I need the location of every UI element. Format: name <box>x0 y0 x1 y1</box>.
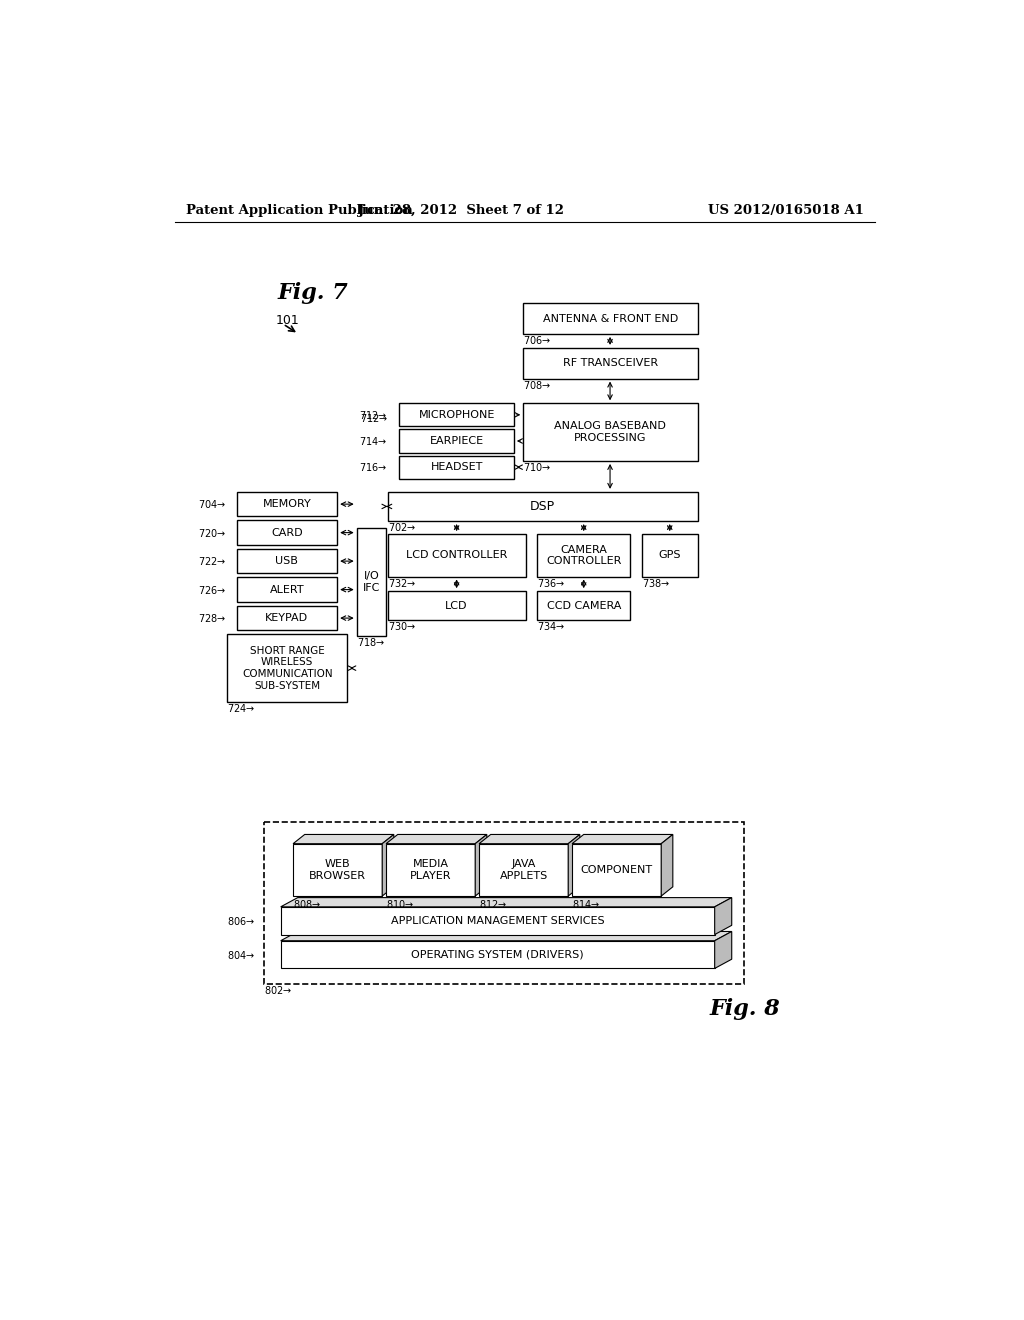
Polygon shape <box>479 843 568 896</box>
Text: 734$\!\rightarrow$: 734$\!\rightarrow$ <box>538 620 566 632</box>
Text: 732$\!\rightarrow$: 732$\!\rightarrow$ <box>388 577 416 589</box>
Text: MICROPHONE: MICROPHONE <box>419 409 495 420</box>
Text: ALERT: ALERT <box>269 585 304 594</box>
Bar <box>642 535 697 577</box>
Bar <box>399 429 514 453</box>
Text: 720$\!\rightarrow$: 720$\!\rightarrow$ <box>198 527 226 539</box>
Text: 708$\!\rightarrow$: 708$\!\rightarrow$ <box>523 379 552 391</box>
Text: 804$\!\rightarrow$: 804$\!\rightarrow$ <box>227 949 256 961</box>
Polygon shape <box>281 907 715 935</box>
Bar <box>237 492 337 516</box>
Polygon shape <box>382 834 394 896</box>
Text: 808$\!\rightarrow$: 808$\!\rightarrow$ <box>293 898 322 909</box>
Polygon shape <box>572 834 673 843</box>
Text: 101: 101 <box>275 314 299 326</box>
Polygon shape <box>386 843 475 896</box>
Text: 724$\!\rightarrow$: 724$\!\rightarrow$ <box>227 702 256 714</box>
Text: Jun. 28, 2012  Sheet 7 of 12: Jun. 28, 2012 Sheet 7 of 12 <box>358 205 564 218</box>
Text: USB: USB <box>275 556 298 566</box>
Text: DSP: DSP <box>530 500 555 513</box>
Text: LCD: LCD <box>445 601 468 611</box>
Bar <box>356 528 386 636</box>
Bar <box>399 455 514 479</box>
Text: 726$\!\rightarrow$: 726$\!\rightarrow$ <box>198 583 226 595</box>
Bar <box>388 492 697 521</box>
Bar <box>388 591 525 620</box>
Text: COMPONENT: COMPONENT <box>581 865 652 875</box>
Polygon shape <box>293 834 394 843</box>
Text: HEADSET: HEADSET <box>430 462 482 473</box>
Text: 712$\!\rightarrow$: 712$\!\rightarrow$ <box>359 409 387 421</box>
Polygon shape <box>386 834 486 843</box>
Polygon shape <box>715 932 732 969</box>
Bar <box>538 535 630 577</box>
Polygon shape <box>572 843 662 896</box>
Polygon shape <box>662 834 673 896</box>
Polygon shape <box>475 834 486 896</box>
Bar <box>237 520 337 545</box>
Text: APPLICATION MANAGEMENT SERVICES: APPLICATION MANAGEMENT SERVICES <box>391 916 604 925</box>
Text: ANALOG BASEBAND
PROCESSING: ANALOG BASEBAND PROCESSING <box>555 421 667 444</box>
Bar <box>388 535 525 577</box>
Polygon shape <box>281 941 715 969</box>
Bar <box>263 822 744 983</box>
Text: 710$\!\rightarrow$: 710$\!\rightarrow$ <box>523 461 552 473</box>
Text: 714$\!\rightarrow$: 714$\!\rightarrow$ <box>359 436 387 447</box>
Text: KEYPAD: KEYPAD <box>265 612 308 623</box>
Text: MEMORY: MEMORY <box>262 499 311 510</box>
Text: Fig. 8: Fig. 8 <box>710 998 780 1020</box>
Text: SHORT RANGE
WIRELESS
COMMUNICATION
SUB-SYSTEM: SHORT RANGE WIRELESS COMMUNICATION SUB-S… <box>242 645 333 690</box>
Text: 730$\!\rightarrow$: 730$\!\rightarrow$ <box>388 620 416 632</box>
Text: MEDIA
PLAYER: MEDIA PLAYER <box>410 859 452 880</box>
Text: ANTENNA & FRONT END: ANTENNA & FRONT END <box>543 314 678 323</box>
Bar <box>523 348 697 379</box>
Bar <box>538 591 630 620</box>
Text: CARD: CARD <box>271 528 303 537</box>
Bar <box>227 635 347 702</box>
Text: 712$\!\rightarrow$: 712$\!\rightarrow$ <box>360 412 389 424</box>
Text: 716$\!\rightarrow$: 716$\!\rightarrow$ <box>359 461 387 473</box>
Text: CCD CAMERA: CCD CAMERA <box>547 601 621 611</box>
Bar <box>399 404 514 426</box>
Bar <box>237 606 337 631</box>
Text: CAMERA
CONTROLLER: CAMERA CONTROLLER <box>546 545 622 566</box>
Bar <box>523 404 697 461</box>
Text: 812$\!\rightarrow$: 812$\!\rightarrow$ <box>479 898 508 909</box>
Text: EARPIECE: EARPIECE <box>429 436 483 446</box>
Bar <box>237 549 337 573</box>
Polygon shape <box>281 898 732 907</box>
Text: 728$\!\rightarrow$: 728$\!\rightarrow$ <box>198 612 226 624</box>
Polygon shape <box>479 834 580 843</box>
Polygon shape <box>568 834 580 896</box>
Text: I/O
IFC: I/O IFC <box>362 572 380 593</box>
Text: GPS: GPS <box>658 550 681 560</box>
Text: RF TRANSCEIVER: RF TRANSCEIVER <box>563 358 658 368</box>
Text: LCD CONTROLLER: LCD CONTROLLER <box>406 550 507 560</box>
Text: 722$\!\rightarrow$: 722$\!\rightarrow$ <box>198 556 226 568</box>
Text: 806$\!\rightarrow$: 806$\!\rightarrow$ <box>227 915 256 927</box>
Polygon shape <box>293 843 382 896</box>
Text: OPERATING SYSTEM (DRIVERS): OPERATING SYSTEM (DRIVERS) <box>412 949 584 960</box>
Text: Patent Application Publication: Patent Application Publication <box>186 205 413 218</box>
Polygon shape <box>281 932 732 941</box>
Text: 810$\!\rightarrow$: 810$\!\rightarrow$ <box>386 898 415 909</box>
Text: 718$\!\rightarrow$: 718$\!\rightarrow$ <box>356 636 385 648</box>
Bar <box>237 577 337 602</box>
Polygon shape <box>715 898 732 935</box>
Text: 802$\!\rightarrow$: 802$\!\rightarrow$ <box>263 983 292 995</box>
Text: Fig. 7: Fig. 7 <box>278 282 348 304</box>
Bar <box>523 304 697 334</box>
Text: 704$\!\rightarrow$: 704$\!\rightarrow$ <box>198 498 226 510</box>
Text: 738$\!\rightarrow$: 738$\!\rightarrow$ <box>642 577 671 589</box>
Text: 814$\!\rightarrow$: 814$\!\rightarrow$ <box>572 898 601 909</box>
Text: JAVA
APPLETS: JAVA APPLETS <box>500 859 548 880</box>
Text: 736$\!\rightarrow$: 736$\!\rightarrow$ <box>538 577 566 589</box>
Text: WEB
BROWSER: WEB BROWSER <box>309 859 367 880</box>
Text: 706$\!\rightarrow$: 706$\!\rightarrow$ <box>523 334 552 346</box>
Text: 702$\!\rightarrow$: 702$\!\rightarrow$ <box>388 521 416 533</box>
Text: US 2012/0165018 A1: US 2012/0165018 A1 <box>709 205 864 218</box>
